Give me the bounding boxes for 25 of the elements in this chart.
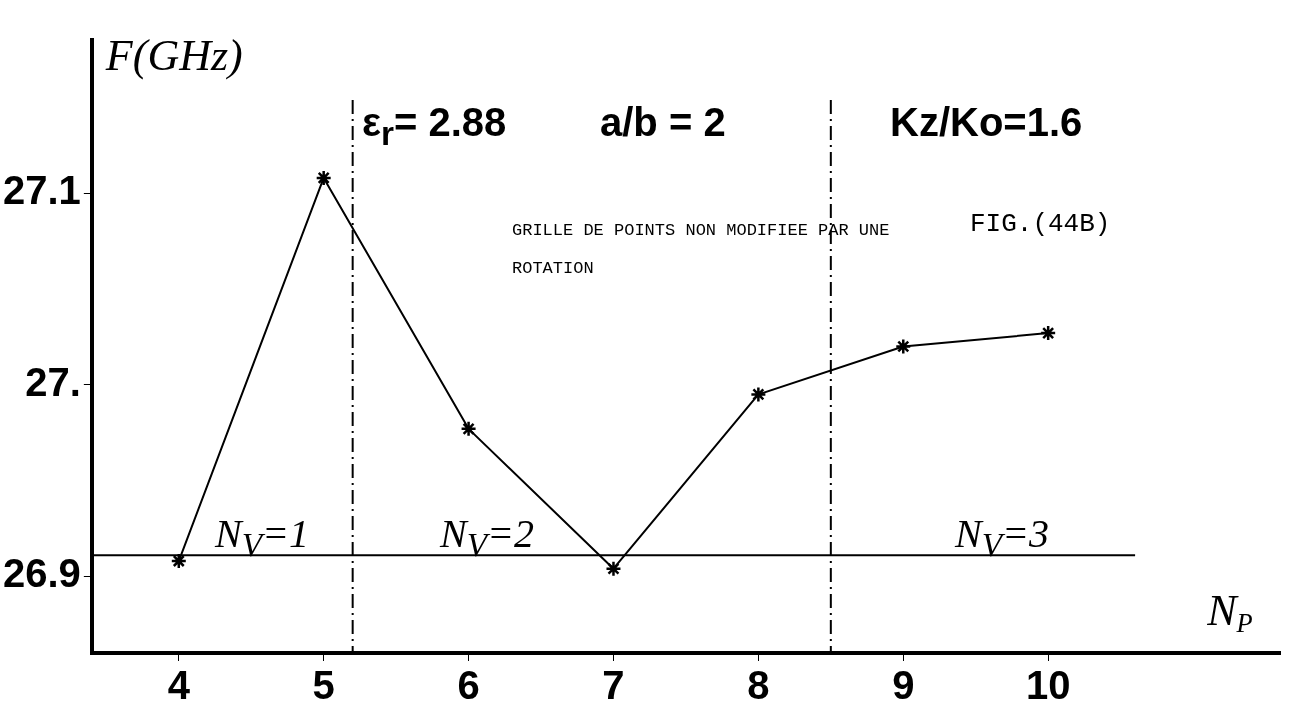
annotation: a/b = 2: [600, 100, 726, 145]
annotation: N$_{V}$=3: [955, 510, 1050, 564]
annotation: N$_{V}$=1: [215, 510, 310, 564]
y-tick-label: 27.1: [2, 168, 81, 213]
y-axis-title: F(GHz): [104, 31, 243, 80]
annotation: N$_{V}$=2: [440, 510, 535, 564]
y-tick-label: 27.: [25, 359, 81, 404]
x-tick-label: 6: [457, 663, 480, 708]
point: [895, 338, 912, 355]
point: [460, 420, 477, 438]
x-tick-label: 5: [312, 663, 335, 708]
x-tick-label: 9: [892, 663, 915, 708]
x-tick-label: 8: [747, 663, 770, 708]
annotation: Kz/Ko=1.6: [890, 100, 1083, 145]
y-tick-label: 26.9: [2, 551, 81, 596]
x-tick-label: 10: [1025, 663, 1071, 708]
x-tick-label: 7: [602, 663, 625, 708]
point: [315, 169, 332, 187]
point: [750, 386, 767, 403]
annotation: GRILLE DE POINTS NON MODIFIEE PAR UNE ROTATION: [512, 220, 891, 280]
annotation: FIG.(44B): [970, 208, 1111, 241]
point: [605, 560, 622, 577]
annotation: ε$_{r}$= 2.88: [362, 100, 507, 153]
point: [1039, 324, 1057, 342]
x-tick-label: 4: [167, 663, 191, 708]
